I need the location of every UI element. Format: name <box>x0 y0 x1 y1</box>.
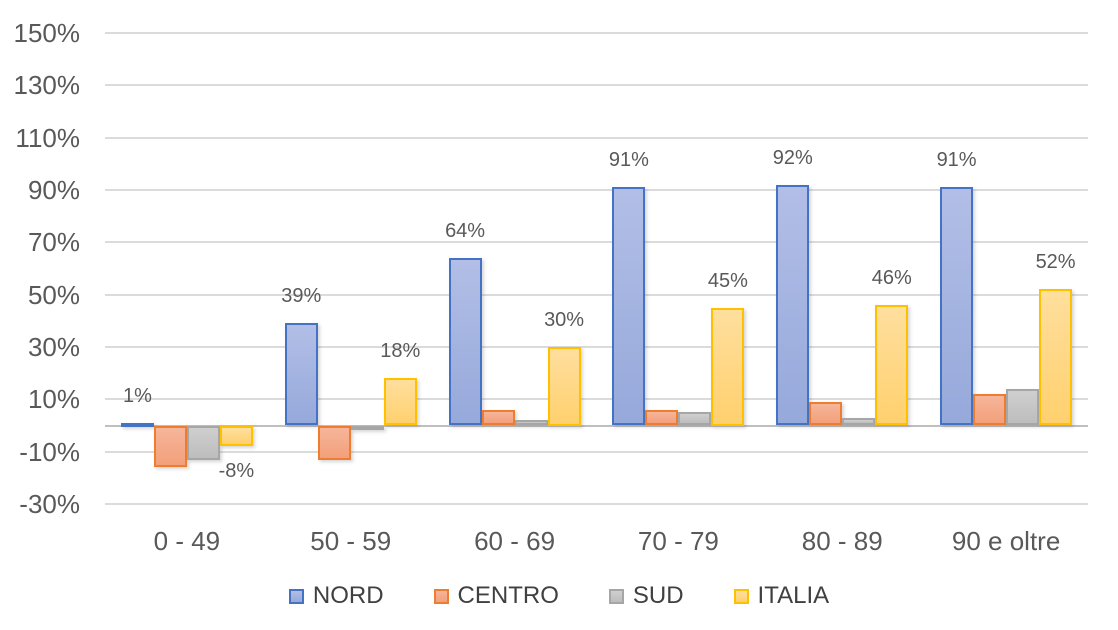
data-label-nord-70-79: 91% <box>608 149 649 172</box>
gridline-110 <box>105 136 1088 139</box>
gridline-30 <box>105 346 1088 348</box>
legend-label-sud: SUD <box>632 582 684 609</box>
bar-centro-50-59 <box>317 425 351 460</box>
y-axis-tick-label-30: 30% <box>27 332 80 362</box>
legend-item-centro: CENTRO <box>433 582 559 609</box>
bar-nord-0-49 <box>120 422 154 427</box>
data-label-italia-0-49: -8% <box>218 460 255 483</box>
gridline-10 <box>105 398 1088 401</box>
bar-sud-0-49 <box>186 425 220 460</box>
bar-nord-60-69 <box>448 258 482 426</box>
data-label-nord-50-59: 39% <box>281 285 322 308</box>
y-axis-tick-label-130: 130% <box>13 70 81 101</box>
bar-sud-80-89 <box>842 417 876 426</box>
data-label-nord-90-e-oltre: 91% <box>936 149 977 172</box>
legend-item-sud: SUD <box>608 582 684 609</box>
gridline-90 <box>105 189 1088 191</box>
bar-italia-60-69 <box>547 347 581 426</box>
y-axis-tick-label-90: 90% <box>27 175 80 205</box>
data-label-italia-70-79: 45% <box>707 269 748 292</box>
data-label-italia-50-59: 18% <box>380 340 421 363</box>
y-axis-tick-label-110: 110% <box>15 122 80 153</box>
data-label-italia-60-69: 30% <box>544 309 585 331</box>
x-axis-category-label-70-79: 70 - 79 <box>637 526 719 556</box>
y-axis-tick-label-10: 10% <box>27 384 80 415</box>
bar-sud-50-59 <box>350 425 384 430</box>
legend-swatch-italia-icon <box>733 588 749 604</box>
bar-italia-50-59 <box>383 378 417 426</box>
bar-sud-70-79 <box>678 412 712 426</box>
bar-nord-80-89 <box>776 184 810 426</box>
x-axis-category-label-90-e-oltre: 90 e oltre <box>951 526 1061 556</box>
legend-label-centro: CENTRO <box>457 582 559 609</box>
y-axis-tick-label-150: 150% <box>13 18 81 48</box>
legend-swatch-nord-icon <box>288 588 304 604</box>
data-label-nord-80-89: 92% <box>772 146 813 169</box>
bar-centro-60-69 <box>481 409 515 426</box>
gridline-150 <box>105 32 1088 34</box>
bar-italia-0-49 <box>219 425 253 447</box>
x-axis-category-label-60-69: 60 - 69 <box>474 526 556 556</box>
data-label-nord-0-49: 1% <box>122 384 152 407</box>
legend: NORD CENTRO SUD ITALIA <box>0 580 1118 612</box>
bar-nord-70-79 <box>612 187 646 426</box>
legend-swatch-sud-icon <box>608 588 624 604</box>
x-axis-category-label-50-59: 50 - 59 <box>310 526 392 556</box>
y-axis-tick-label-70: 70% <box>27 227 80 258</box>
bar-nord-50-59 <box>284 323 318 426</box>
legend-label-italia: ITALIA <box>757 582 830 609</box>
legend-label-nord: NORD <box>312 582 384 609</box>
x-axis-category-label-0-49: 0 - 49 <box>153 526 221 556</box>
bar-italia-90-e-oltre <box>1039 289 1073 426</box>
y-axis-tick-label--30: -30% <box>19 489 80 519</box>
y-axis-tick-label-50: 50% <box>27 279 80 310</box>
bar-nord-90-e-oltre <box>940 187 974 426</box>
gridline--10 <box>105 450 1088 453</box>
gridline--30 <box>105 503 1088 505</box>
bar-italia-70-79 <box>711 307 745 426</box>
legend-item-italia: ITALIA <box>733 582 830 609</box>
x-axis-category-label-80-89: 80 - 89 <box>801 526 883 556</box>
data-label-italia-80-89: 46% <box>871 267 912 290</box>
legend-swatch-centro-icon <box>433 588 449 604</box>
bar-italia-80-89 <box>875 305 909 426</box>
bar-centro-70-79 <box>645 409 679 426</box>
y-axis-tick-label--10: -10% <box>19 436 80 467</box>
bar-centro-80-89 <box>809 401 843 426</box>
bar-centro-90-e-oltre <box>973 394 1007 426</box>
bar-sud-60-69 <box>514 420 548 426</box>
bar-centro-0-49 <box>153 425 187 468</box>
gridline-130 <box>105 84 1088 87</box>
gridline-70 <box>105 241 1088 244</box>
legend-item-nord: NORD <box>288 582 384 609</box>
x-axis-zero-line <box>105 424 1088 427</box>
data-label-nord-60-69: 64% <box>445 220 486 243</box>
gridline-50 <box>105 293 1088 296</box>
bar-sud-90-e-oltre <box>1006 388 1040 426</box>
data-label-italia-90-e-oltre: 52% <box>1035 251 1076 274</box>
